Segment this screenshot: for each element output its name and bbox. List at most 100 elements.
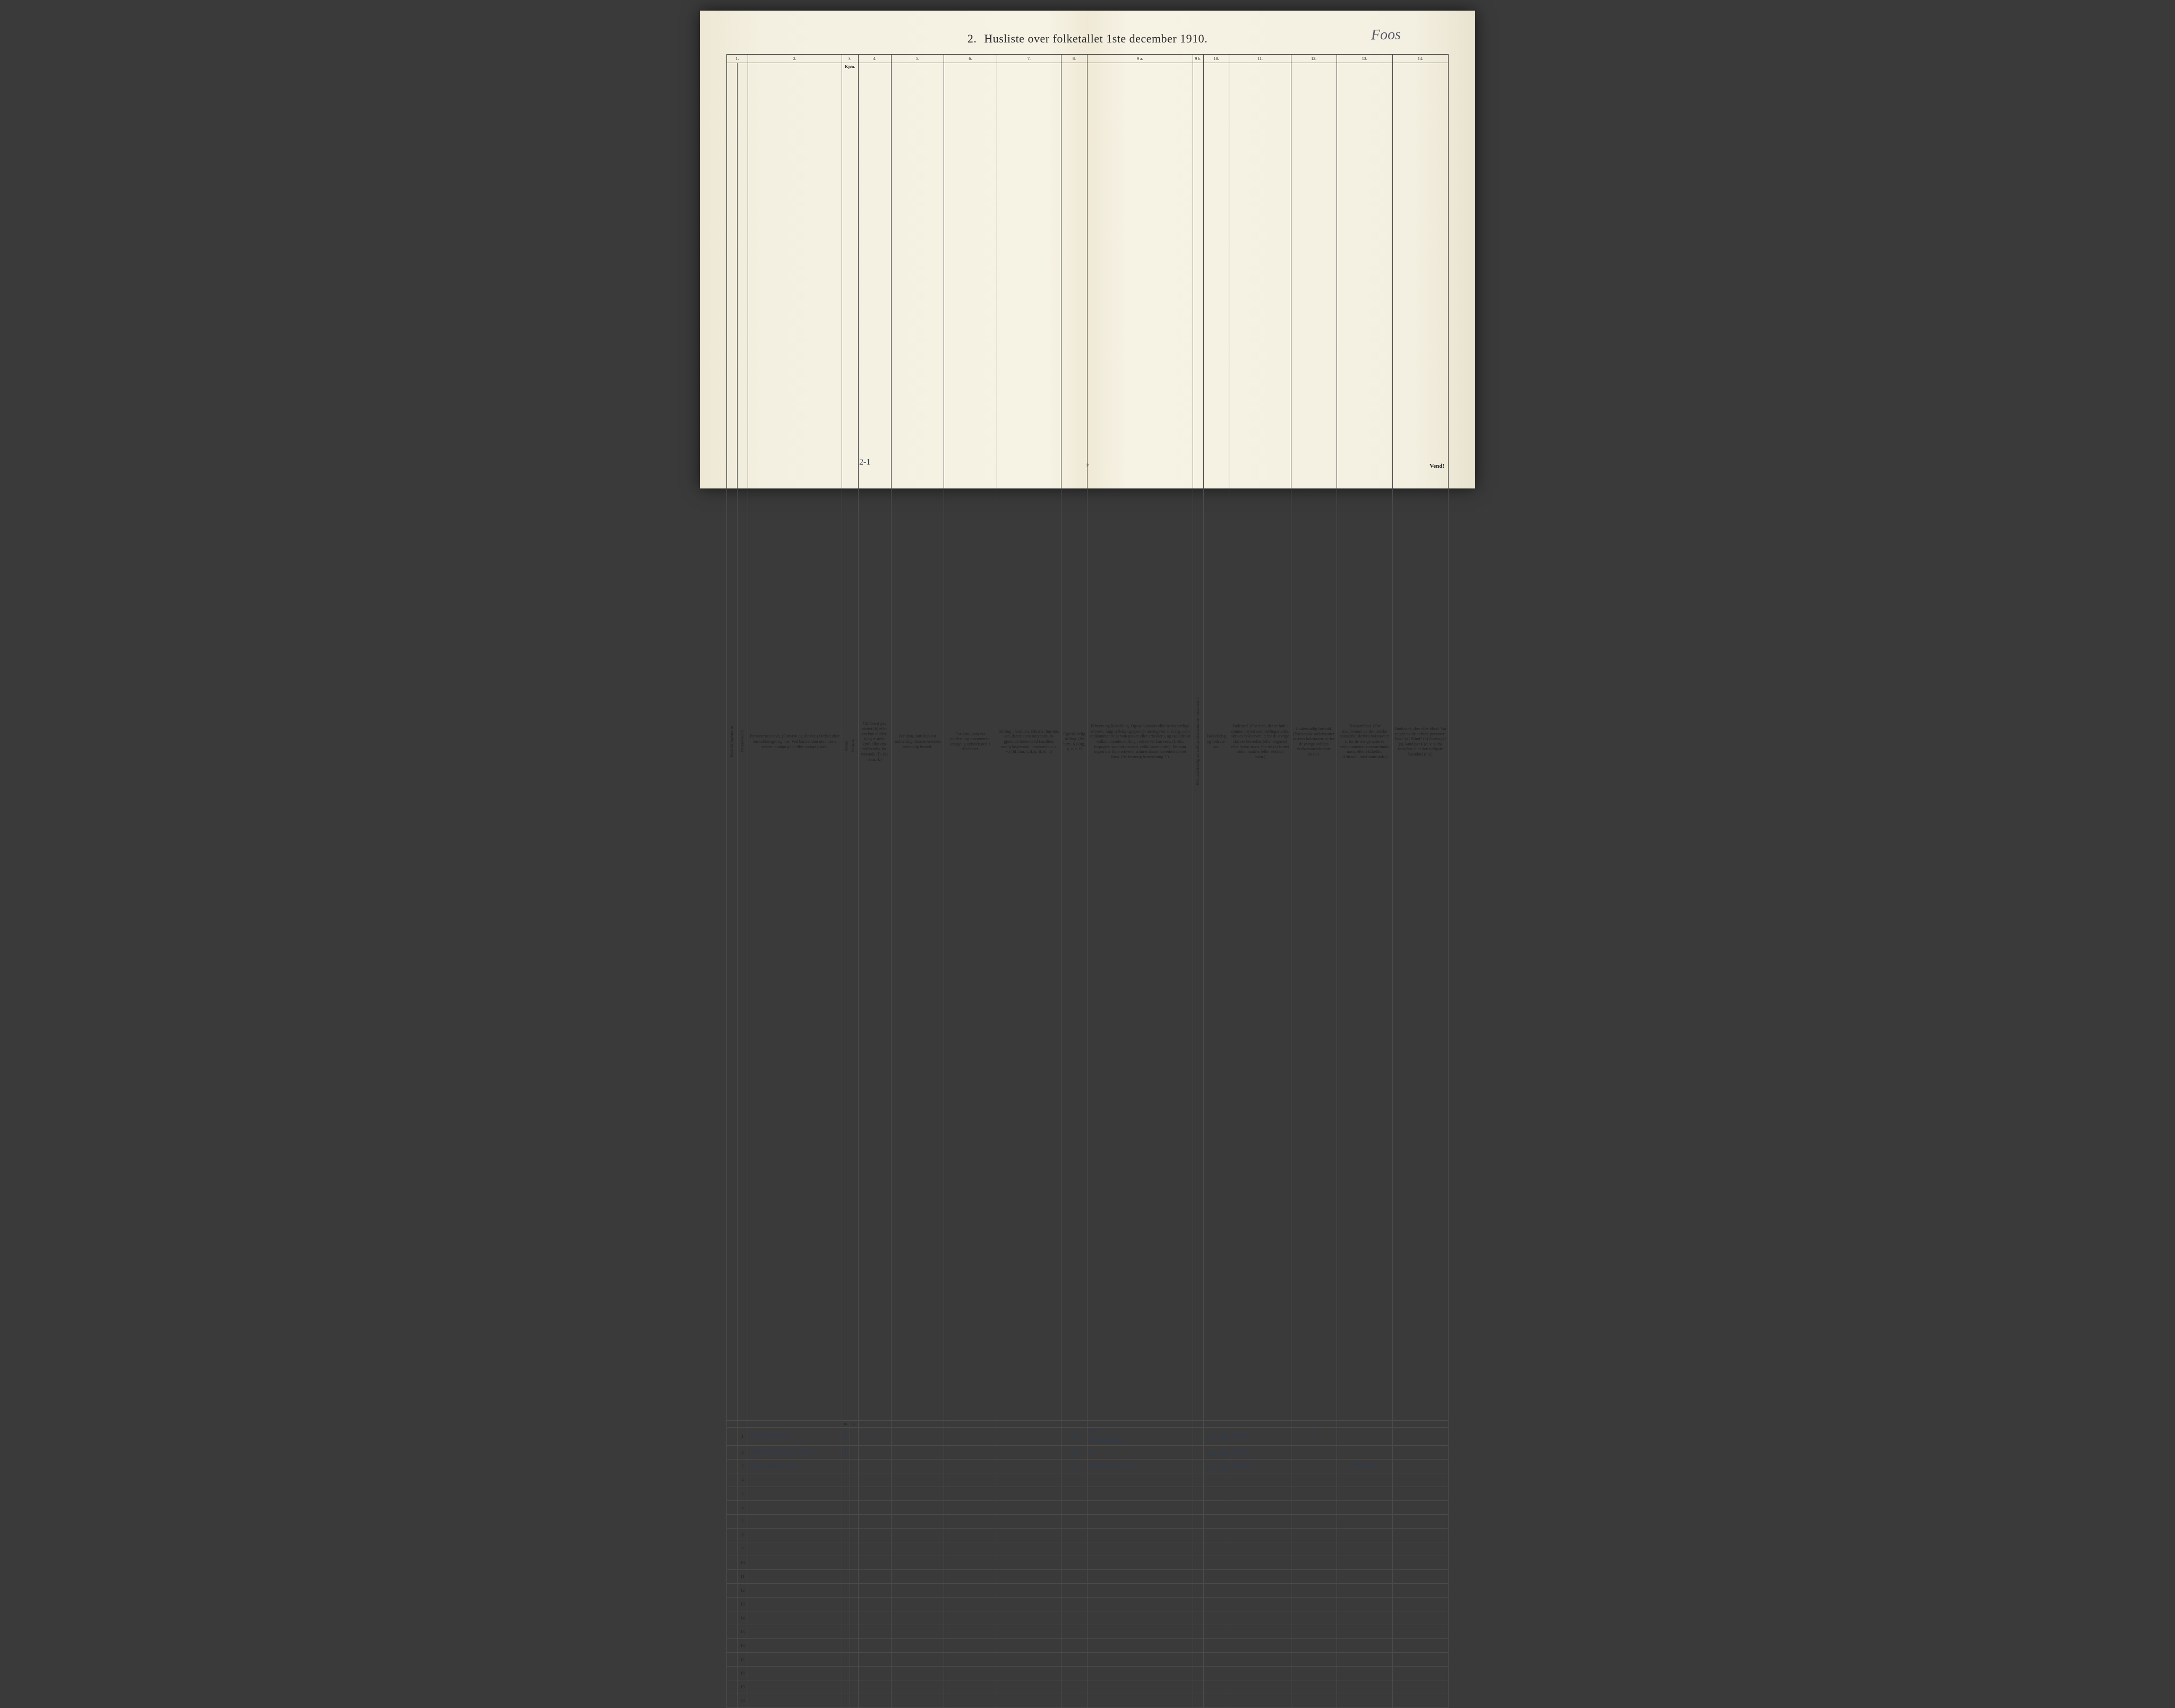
cell-marital: ug: [1061, 1445, 1088, 1459]
cell-empty: [850, 1680, 858, 1694]
table-row-empty: 6: [727, 1500, 1449, 1514]
head-13: Trossamfund. (For medlemmer av den norsk…: [1337, 63, 1392, 1421]
cell-empty: [1203, 1583, 1229, 1597]
cell-empty: [997, 1556, 1061, 1569]
cell-empty: [1337, 1528, 1392, 1542]
table-row-empty: 15: [727, 1625, 1449, 1638]
colnum-10: 10.: [1203, 55, 1229, 63]
cell-empty: [997, 1514, 1061, 1528]
cell-empty: [1291, 1638, 1337, 1652]
cell-empty: [858, 1542, 891, 1556]
cell-empty: [1392, 1694, 1448, 1707]
cell-empty: [1337, 1666, 1392, 1680]
cell-empty: [1193, 1680, 1203, 1694]
cell-empty: [748, 1473, 842, 1487]
cell-empty: [1392, 1528, 1448, 1542]
cell-hh: [727, 1473, 738, 1487]
cell-empty: [944, 1666, 997, 1680]
cell-empty: [1203, 1666, 1229, 1680]
cell-empty: [1229, 1514, 1291, 1528]
cell-hh: I: [727, 1445, 738, 1459]
cell-empty: [1087, 1569, 1193, 1583]
cell-sex-k: -: [850, 1445, 858, 1459]
cell-empty: [850, 1528, 858, 1542]
cell-empty: [748, 1680, 842, 1694]
cell-pn: 14: [737, 1611, 748, 1625]
cell-empty: [944, 1583, 997, 1597]
table-row-empty: 4: [727, 1473, 1449, 1487]
cell-empty: [1087, 1652, 1193, 1666]
colnum-1: 1.: [727, 55, 748, 63]
cell-empty: [1193, 1487, 1203, 1500]
cell-empty: [1193, 1638, 1203, 1652]
cell-empty: [1229, 1666, 1291, 1680]
cell-empty: [1087, 1528, 1193, 1542]
cell-c7: [997, 1445, 1061, 1459]
cell-empty: [1229, 1487, 1291, 1500]
cell-empty: [850, 1666, 858, 1680]
cell-empty: [944, 1528, 997, 1542]
cell-empty: [1337, 1500, 1392, 1514]
cell-empty: [891, 1473, 944, 1487]
cell-empty: [858, 1528, 891, 1542]
cell-empty: [891, 1652, 944, 1666]
cell-empty: [944, 1625, 997, 1638]
cell-sex-k: -: [850, 1427, 858, 1445]
cell-empty: [1337, 1473, 1392, 1487]
head-6: For dem, som var midlertidig fraværende:…: [944, 63, 997, 1421]
cell-empty: [997, 1473, 1061, 1487]
cell-empty: [997, 1611, 1061, 1625]
cell-empty: [1392, 1680, 1448, 1694]
cell-empty: [1229, 1500, 1291, 1514]
head-1a: Husholdningernes nr.: [727, 63, 738, 1421]
colnum-7: 7.: [997, 55, 1061, 63]
cell-c6: [944, 1459, 997, 1473]
cell-empty: [748, 1597, 842, 1611]
cell-empty: [997, 1542, 1061, 1556]
cell-pn: 17: [737, 1652, 748, 1666]
cell-occupation: Husbestyrerinde: [1087, 1459, 1193, 1473]
cell-empty: [748, 1583, 842, 1597]
cell-empty: [1087, 1625, 1193, 1638]
cell-faith: s: [1337, 1445, 1392, 1459]
cell-empty: [1392, 1569, 1448, 1583]
cell-empty: [1392, 1514, 1448, 1528]
cell-empty: [1291, 1500, 1337, 1514]
cell-pn: 16: [737, 1638, 748, 1652]
cell-empty: [997, 1597, 1061, 1611]
cell-empty: [850, 1556, 858, 1569]
cell-empty: [842, 1597, 850, 1611]
cell-empty: [1061, 1487, 1088, 1500]
cell-empty: [748, 1666, 842, 1680]
cell-empty: [748, 1569, 842, 1583]
cell-pn: 11: [737, 1569, 748, 1583]
cell-empty: [1392, 1500, 1448, 1514]
cell-empty: [1193, 1694, 1203, 1707]
cell-hh: [727, 1694, 738, 1707]
cell-empty: [858, 1556, 891, 1569]
cell-empty: [891, 1666, 944, 1680]
cell-c9b: [1193, 1445, 1203, 1459]
cell-empty: [944, 1542, 997, 1556]
cell-birth: 0714/7 1894: [1203, 1459, 1229, 1473]
cell-c7: [997, 1459, 1061, 1473]
cell-empty: [1193, 1652, 1203, 1666]
cell-empty: [850, 1514, 858, 1528]
cell-empty: [1061, 1569, 1088, 1583]
cell-sex-m: -: [842, 1459, 850, 1473]
cell-sex-m: m: [842, 1445, 850, 1459]
cell-birthplace: Askim: [1229, 1427, 1291, 1445]
cell-empty: [1392, 1666, 1448, 1680]
table-body: I1Leif Frantsenm-b.ug4939Maskinkjører012…: [727, 1427, 1449, 1707]
cell-empty: [944, 1611, 997, 1625]
table-row-empty: 10: [727, 1556, 1449, 1569]
cell-empty: [842, 1652, 850, 1666]
cell-pn: 7: [737, 1514, 748, 1528]
table-row-empty: 11: [727, 1569, 1449, 1583]
footer-handwritten: 2-1: [859, 458, 870, 467]
cell-c14: [1392, 1445, 1448, 1459]
cell-empty: [1061, 1500, 1088, 1514]
cell-pn: 13: [737, 1597, 748, 1611]
cell-empty: [1337, 1597, 1392, 1611]
cell-empty: [1203, 1528, 1229, 1542]
